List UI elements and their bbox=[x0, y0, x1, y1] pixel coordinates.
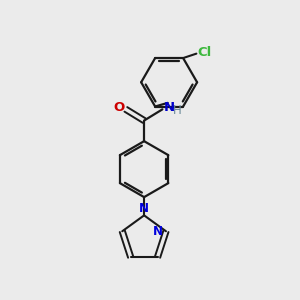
Text: N: N bbox=[153, 225, 163, 238]
Text: Cl: Cl bbox=[197, 46, 212, 59]
Text: N: N bbox=[139, 202, 149, 215]
Text: O: O bbox=[114, 100, 125, 113]
Text: H: H bbox=[173, 104, 182, 117]
Text: N: N bbox=[163, 100, 174, 113]
